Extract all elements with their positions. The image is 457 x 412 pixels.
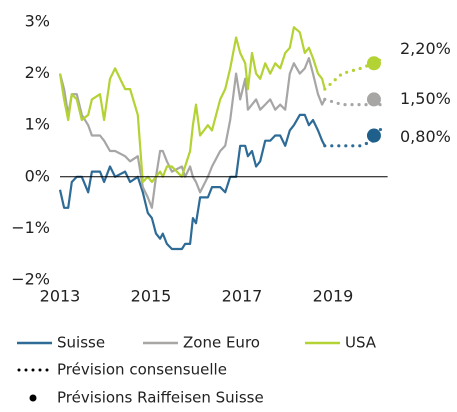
y-tick-label: 1%	[25, 115, 50, 134]
legend-label: Prévision consensuelle	[57, 361, 227, 379]
y-tick-label: 3%	[25, 12, 50, 31]
series-line	[58, 113, 326, 251]
raiffeisen-dot	[366, 92, 381, 107]
forecast-line	[323, 97, 385, 107]
y-tick-label: −2%	[11, 270, 50, 289]
legend-label: USA	[345, 334, 377, 352]
x-tick-label: 2017	[222, 287, 263, 306]
x-tick-label: 2013	[40, 287, 81, 306]
value-label: 2,20%	[400, 39, 451, 58]
y-tick-label: 0%	[25, 166, 50, 185]
legend-label: Suisse	[57, 334, 105, 352]
y-tick-label: −1%	[11, 218, 50, 237]
raiffeisen-dot	[366, 56, 381, 71]
value-label: 0,80%	[400, 127, 451, 146]
value-label: 1,50%	[400, 89, 451, 108]
forecast-line	[323, 56, 385, 91]
x-tick-label: 2015	[131, 287, 172, 306]
y-tick-label: 2%	[25, 63, 50, 82]
legend-swatch	[29, 394, 37, 402]
legend-label: Prévisions Raiffeisen Suisse	[57, 389, 264, 407]
series-line	[58, 26, 326, 184]
legend-label: Zone Euro	[183, 334, 260, 352]
series-line	[58, 57, 326, 209]
raiffeisen-dot	[366, 128, 381, 143]
x-tick-label: 2019	[313, 287, 354, 306]
